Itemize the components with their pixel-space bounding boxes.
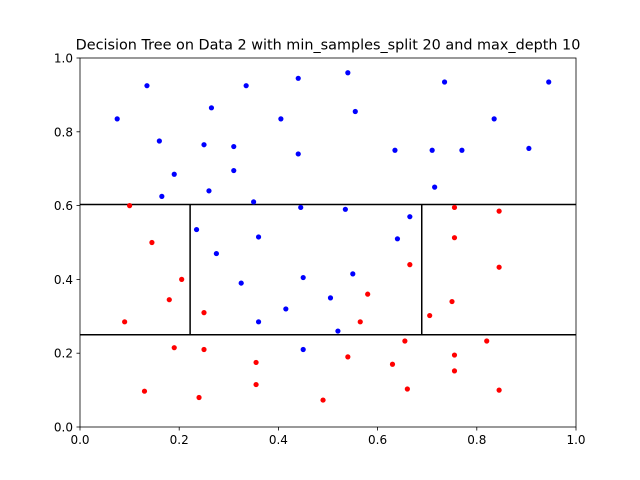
data-point [449, 298, 455, 305]
data-point [407, 214, 413, 220]
y-tick-label: 0.6 [54, 199, 73, 213]
data-point [459, 147, 465, 153]
data-point [451, 352, 458, 358]
data-point [193, 226, 200, 233]
data-point [345, 354, 351, 360]
y-tick-label: 0.2 [54, 347, 73, 361]
data-point [300, 346, 306, 353]
data-point [149, 239, 155, 246]
y-axis-ticks: 0.0 0.2 0.4 0.6 0.8 1.0 [54, 52, 80, 435]
data-point [159, 193, 165, 199]
data-point [441, 79, 448, 85]
data-point [208, 105, 215, 111]
x-tick-label: 0.0 [70, 433, 89, 447]
data-point [352, 108, 358, 115]
data-point [251, 199, 257, 205]
data-point [429, 147, 435, 153]
data-point [201, 142, 207, 148]
plot-frame [79, 57, 577, 428]
data-point [196, 394, 202, 401]
data-point [389, 361, 396, 367]
data-point [141, 388, 148, 394]
data-point [253, 381, 259, 388]
data-point [451, 204, 458, 211]
data-point [122, 319, 128, 325]
x-tick-label: 0.4 [269, 433, 288, 447]
data-point [283, 306, 289, 312]
x-tick-label: 0.2 [170, 433, 189, 447]
data-point [255, 234, 262, 240]
data-point [231, 167, 237, 174]
data-point [427, 312, 433, 319]
data-point [335, 328, 341, 334]
data-point [201, 346, 207, 353]
data-point [127, 203, 133, 209]
data-point [392, 147, 398, 153]
x-tick-label: 0.8 [467, 433, 486, 447]
data-point [144, 83, 150, 89]
data-point [206, 188, 212, 194]
data-point [231, 143, 237, 150]
x-tick-label: 1.0 [566, 433, 585, 447]
data-point [255, 319, 262, 325]
data-point [496, 208, 502, 214]
data-point [350, 271, 356, 277]
data-point [278, 116, 284, 122]
data-point [345, 70, 351, 76]
data-point [546, 79, 552, 85]
data-point [156, 138, 162, 144]
data-point [300, 274, 306, 281]
y-tick-label: 0.8 [54, 125, 73, 139]
data-point [213, 250, 219, 257]
data-point [496, 387, 502, 393]
chart-title: Decision Tree on Data 2 with min_samples… [76, 38, 581, 54]
data-point [342, 206, 348, 212]
data-point [171, 345, 177, 351]
data-point [496, 264, 502, 270]
data-point [357, 319, 363, 325]
data-point [491, 116, 497, 122]
y-tick-label: 0.0 [54, 421, 73, 435]
data-point [179, 276, 185, 282]
data-point [451, 368, 458, 374]
data-point [166, 297, 172, 303]
data-point [432, 184, 438, 190]
data-point [404, 386, 410, 392]
data-point [402, 338, 408, 344]
data-point [201, 310, 207, 316]
x-axis-ticks: 0.0 0.2 0.4 0.6 0.8 1.0 [70, 427, 586, 447]
data-point [114, 116, 120, 122]
data-point [298, 204, 304, 211]
data-point [171, 171, 177, 177]
data-point [320, 397, 326, 403]
data-point [451, 235, 458, 241]
scatter-points [114, 70, 552, 403]
data-point [526, 145, 532, 152]
y-tick-label: 0.4 [54, 273, 73, 287]
data-point [327, 295, 334, 301]
data-point [295, 151, 301, 157]
decision-boundaries [80, 203, 576, 336]
data-point [238, 280, 244, 286]
data-point [484, 338, 490, 344]
data-point [365, 291, 371, 297]
data-point [295, 75, 301, 81]
data-point [407, 262, 413, 268]
data-point [243, 83, 249, 89]
data-point [253, 359, 259, 366]
y-tick-label: 1.0 [54, 52, 73, 66]
data-point [394, 236, 401, 242]
x-tick-label: 0.6 [368, 433, 387, 447]
